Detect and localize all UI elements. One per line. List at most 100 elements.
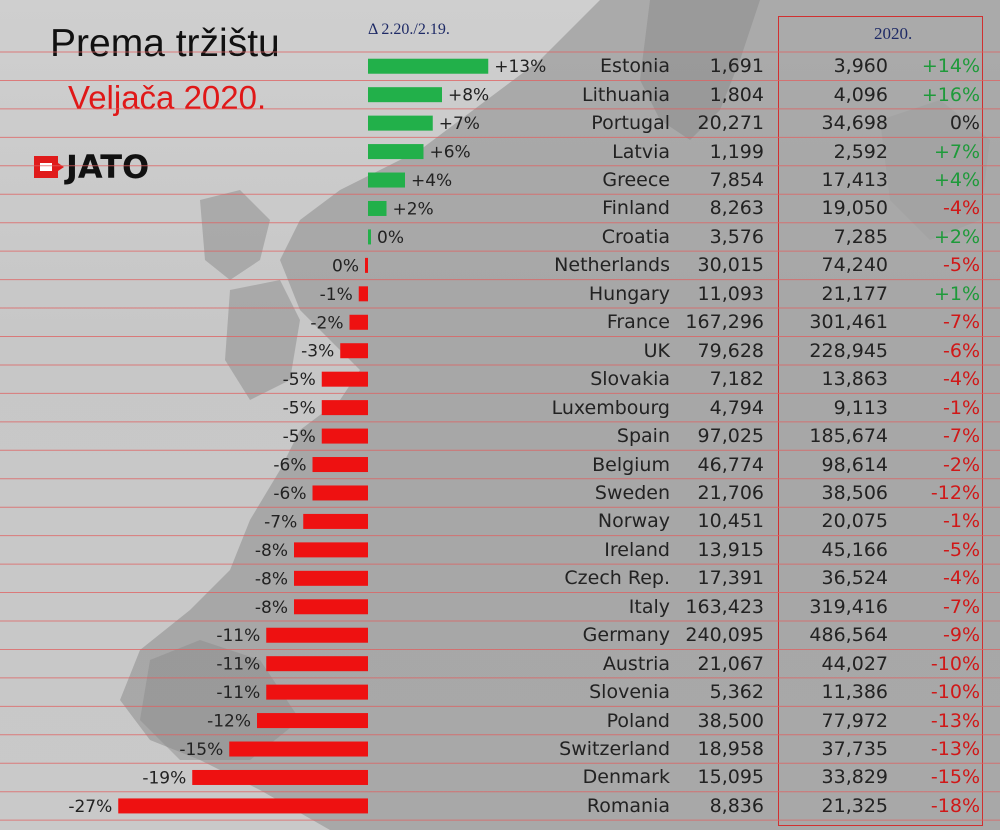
bar-value-label: +13% [494, 57, 546, 77]
country-label: Belgium [592, 453, 670, 476]
value-2020: 77,972 [821, 709, 888, 732]
bar-value-label: -27% [68, 797, 112, 817]
country-label: Croatia [601, 225, 670, 248]
change-2020: -15% [930, 766, 980, 789]
country-label: Portugal [591, 112, 670, 135]
change-2020: -13% [930, 738, 980, 761]
country-label: Denmark [582, 766, 670, 789]
change-2020: -10% [930, 681, 980, 704]
value-2019: 167,296 [685, 311, 764, 334]
country-label: Latvia [612, 140, 670, 163]
value-2020: 7,285 [833, 225, 888, 248]
bar-value-label: -11% [216, 655, 260, 675]
delta-column-header: Δ 2.20./2.19. [368, 21, 450, 38]
jato-logo: JATO [34, 150, 149, 184]
value-2020: 319,416 [809, 595, 888, 618]
country-label: Germany [582, 624, 670, 647]
bar-value-label: -19% [142, 768, 186, 788]
bar-value-label: +6% [430, 143, 471, 163]
country-label: Hungary [588, 282, 670, 305]
bar-spain [321, 428, 368, 444]
bar-value-label: -8% [255, 569, 288, 589]
change-2020: -7% [943, 595, 980, 618]
bar-poland [257, 713, 368, 729]
country-label: Slovenia [589, 681, 670, 704]
bar-value-label: +4% [411, 171, 452, 191]
value-2020: 37,735 [821, 738, 888, 761]
jato-logo-text: JATO [66, 148, 150, 186]
country-label: Switzerland [559, 738, 670, 761]
bar-switzerland [229, 741, 368, 757]
country-label: Czech Rep. [564, 567, 670, 590]
bar-value-label: +2% [393, 199, 434, 219]
change-2020: -7% [943, 311, 980, 334]
change-2020: -5% [943, 538, 980, 561]
change-2020: -7% [943, 425, 980, 448]
value-2019: 5,362 [709, 681, 764, 704]
country-label: Sweden [594, 481, 670, 504]
bar-value-label: -8% [255, 598, 288, 618]
change-2020: -5% [943, 254, 980, 277]
bar-slovenia [266, 684, 368, 700]
bar-denmark [192, 769, 368, 785]
value-2020: 34,698 [821, 112, 888, 135]
chart-title: Prema tržištu [50, 22, 280, 65]
year-column-header: 2020. [874, 24, 913, 43]
value-2020: 74,240 [821, 254, 888, 277]
value-2019: 79,628 [697, 339, 764, 362]
value-2020: 185,674 [809, 425, 888, 448]
value-2020: 301,461 [809, 311, 888, 334]
value-2019: 38,500 [697, 709, 764, 732]
value-2019: 163,423 [685, 595, 764, 618]
change-2020: -10% [930, 652, 980, 675]
change-2020: -1% [943, 510, 980, 533]
value-2019: 8,263 [709, 197, 764, 220]
value-2019: 20,271 [697, 112, 764, 135]
country-label: Estonia [600, 55, 670, 78]
value-2019: 21,706 [697, 481, 764, 504]
change-2020: +16% [921, 83, 980, 106]
bar-germany [266, 627, 368, 643]
value-2020: 19,050 [821, 197, 888, 220]
value-2019: 18,958 [697, 738, 764, 761]
bar-value-label: -12% [207, 712, 251, 732]
bar-greece [368, 172, 405, 188]
change-2020: +1% [933, 282, 980, 305]
value-2019: 10,451 [697, 510, 764, 533]
value-2020: 486,564 [809, 624, 888, 647]
bar-value-label: -5% [283, 427, 316, 447]
bar-value-label: -6% [273, 484, 306, 504]
value-2020: 228,945 [809, 339, 888, 362]
bar-portugal [368, 115, 433, 131]
bar-estonia [368, 58, 489, 74]
value-2019: 7,854 [709, 169, 764, 192]
change-2020: -13% [930, 709, 980, 732]
change-2020: -9% [943, 624, 980, 647]
bar-value-label: -11% [216, 683, 260, 703]
change-2020: -4% [943, 197, 980, 220]
value-2019: 7,182 [709, 368, 764, 391]
country-label: Spain [616, 425, 670, 448]
country-label: UK [643, 339, 670, 362]
value-2020: 17,413 [821, 169, 888, 192]
country-label: France [606, 311, 670, 334]
value-2020: 45,166 [821, 538, 888, 561]
bar-value-label: -1% [320, 285, 353, 305]
change-2020: +2% [933, 225, 980, 248]
country-label: Norway [597, 510, 670, 533]
bar-ireland [294, 542, 368, 558]
value-2019: 240,095 [685, 624, 764, 647]
value-2020: 21,325 [821, 794, 888, 817]
bar-sweden [312, 485, 368, 501]
value-2019: 97,025 [697, 425, 764, 448]
change-2020: +7% [933, 140, 980, 163]
value-2020: 98,614 [821, 453, 888, 476]
bar-czech-rep- [294, 570, 368, 586]
change-2020: -2% [943, 453, 980, 476]
value-2020: 33,829 [821, 766, 888, 789]
country-label: Finland [602, 197, 670, 220]
chart-subtitle: Veljača 2020. [68, 79, 267, 116]
change-2020: -4% [943, 368, 980, 391]
bar-romania [118, 798, 368, 814]
